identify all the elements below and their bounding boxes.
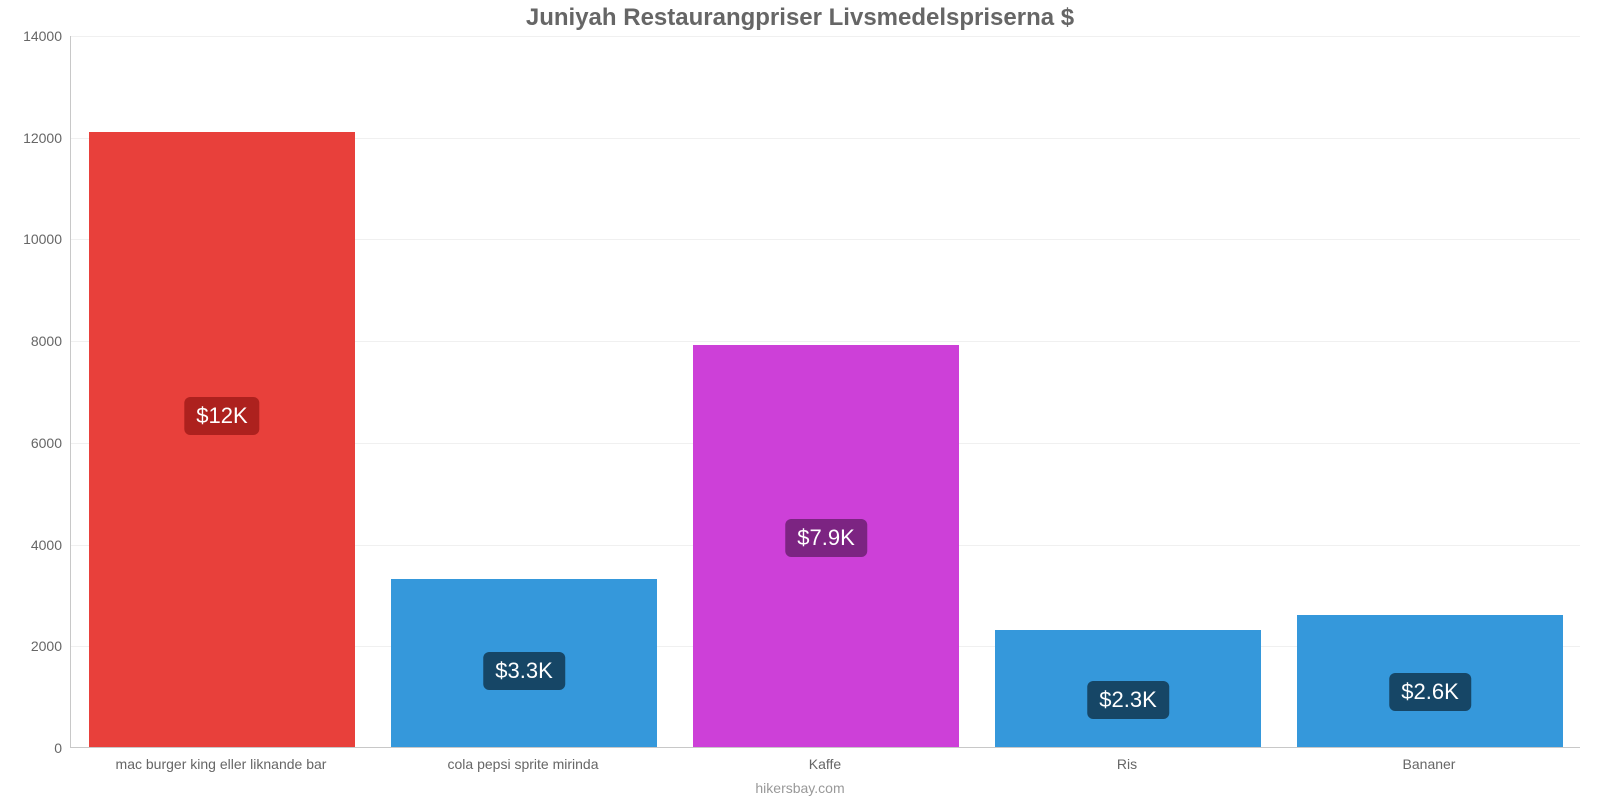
x-tick-label: mac burger king eller liknande bar (116, 756, 327, 772)
x-tick-label: Bananer (1403, 756, 1456, 772)
value-badge: $2.3K (1087, 681, 1169, 719)
chart-title: Juniyah Restaurangpriser Livsmedelsprise… (0, 4, 1600, 32)
y-tick-label: 12000 (23, 130, 62, 146)
x-tick-label: Kaffe (809, 756, 841, 772)
y-tick-label: 0 (54, 740, 62, 756)
value-badge: $2.6K (1389, 673, 1471, 711)
y-tick-label: 14000 (23, 28, 62, 44)
y-tick-label: 4000 (31, 537, 62, 553)
bar (89, 132, 355, 747)
chart-footer: hikersbay.com (0, 780, 1600, 796)
x-tick-label: cola pepsi sprite mirinda (448, 756, 599, 772)
value-badge: $7.9K (785, 519, 867, 557)
bar-chart: Juniyah Restaurangpriser Livsmedelsprise… (0, 0, 1600, 800)
y-tick-label: 10000 (23, 231, 62, 247)
gridline (71, 36, 1580, 37)
value-badge: $12K (184, 397, 259, 435)
value-badge: $3.3K (483, 652, 565, 690)
y-tick-label: 6000 (31, 435, 62, 451)
x-tick-label: Ris (1117, 756, 1137, 772)
y-tick-label: 8000 (31, 333, 62, 349)
plot-area: $12K $3.3K $7.9K $2.3K $2.6K (70, 36, 1580, 748)
y-tick-label: 2000 (31, 638, 62, 654)
